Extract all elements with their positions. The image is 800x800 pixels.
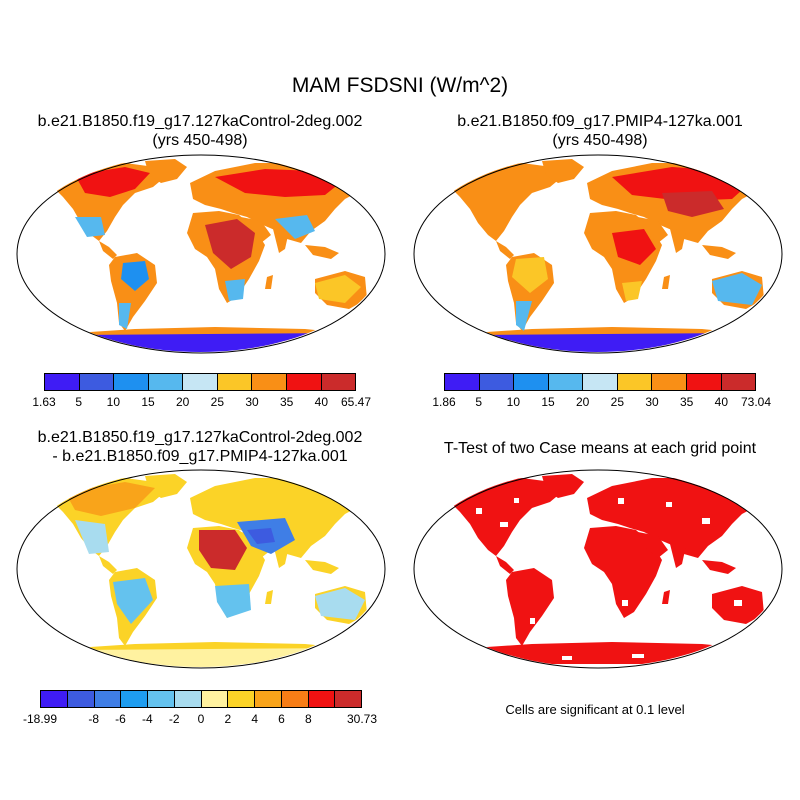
colorbar-tick-label: 5 — [475, 395, 482, 409]
colorbar-swatch — [479, 374, 515, 390]
colorbar-swatch — [583, 374, 618, 390]
colorbar-tick-label: 40 — [714, 395, 729, 409]
colorbar-tick-label: 1.86 — [432, 395, 456, 409]
colorbar-tick-label: 15 — [141, 395, 155, 409]
panel-title-line: b.e21.B1850.f19_g17.127kaControl-2deg.00… — [37, 113, 363, 130]
colorbar-labels-diff: -18.99 -8 -6 -4 -2 0 2 4 6 8 30.73 — [23, 712, 377, 728]
map-diff — [16, 469, 386, 669]
colorbar-tick-label: 4 — [251, 712, 258, 726]
colorbar-swatch — [121, 691, 148, 707]
colorbar-swatch — [94, 691, 122, 707]
colorbar-swatch — [335, 691, 361, 707]
figure-title: MAM FSDSNI (W/m^2) — [291, 74, 509, 97]
panel-title-diff: b.e21.B1850.f19_g17.127kaControl-2deg.00… — [0, 428, 400, 466]
map-case2 — [413, 154, 783, 354]
panel-title-line: T-Test of two Case means at each grid po… — [443, 440, 757, 457]
panel-title-line: - b.e21.B1850.f09_g17.PMIP4-127ka.001 — [52, 448, 348, 465]
colorbar-tick-label: 25 — [210, 395, 225, 409]
colorbar-tick-label: 30 — [245, 395, 259, 409]
colorbar-tick-label: 65.47 — [340, 395, 372, 409]
colorbar-tick-label: 35 — [279, 395, 294, 409]
colorbar-tick-label: 30.73 — [346, 712, 378, 726]
colorbar-swatch — [201, 691, 229, 707]
colorbar-swatch — [67, 691, 95, 707]
map-ttest — [413, 469, 783, 669]
colorbar-swatch — [148, 374, 184, 390]
colorbar-swatch — [45, 374, 80, 390]
colorbar-swatch — [217, 374, 253, 390]
colorbar-tick-label: -8 — [88, 712, 99, 726]
colorbar-swatch — [686, 374, 722, 390]
colorbar-tick-label: -4 — [141, 712, 153, 726]
colorbar-swatch — [721, 374, 756, 390]
colorbar-swatch — [41, 691, 68, 707]
colorbar-tick-label: 0 — [197, 712, 205, 726]
colorbar-case1 — [44, 373, 356, 391]
colorbar-swatch — [445, 374, 480, 390]
panel-title-line: (yrs 450-498) — [152, 132, 248, 149]
panel-title-line: b.e21.B1850.f09_g17.PMIP4-127ka.001 — [457, 113, 743, 130]
significance-note: Cells are significant at 0.1 level — [505, 702, 685, 717]
colorbar-labels-case1: 1.63 5 10 15 20 25 30 35 40 65.47 — [32, 395, 371, 411]
colorbar-swatch — [183, 374, 218, 390]
colorbar-tick-label: 15 — [541, 395, 555, 409]
colorbar-diff — [40, 690, 362, 708]
colorbar-swatch — [308, 691, 336, 707]
colorbar-tick-label: 6 — [278, 712, 285, 726]
colorbar-swatch — [255, 691, 282, 707]
colorbar-tick-label: 73.04 — [740, 395, 772, 409]
colorbar-swatch — [228, 691, 255, 707]
panel-title-ttest: T-Test of two Case means at each grid po… — [400, 439, 800, 458]
colorbar-tick-label: 30 — [645, 395, 659, 409]
colorbar-swatch — [321, 374, 356, 390]
colorbar-swatch — [617, 374, 653, 390]
colorbar-tick-label: 35 — [679, 395, 694, 409]
colorbar-swatch — [174, 691, 202, 707]
colorbar-tick-label: -6 — [115, 712, 126, 726]
panel-title-case1: b.e21.B1850.f19_g17.127kaControl-2deg.00… — [0, 112, 400, 150]
colorbar-tick-label: 2 — [224, 712, 232, 726]
colorbar-tick-label: 10 — [506, 395, 521, 409]
colorbar-tick-label: 10 — [106, 395, 121, 409]
colorbar-tick-label: -18.99 — [22, 712, 58, 726]
colorbar-case2 — [444, 373, 756, 391]
colorbar-tick-label: 20 — [175, 395, 190, 409]
colorbar-tick-label: 40 — [314, 395, 329, 409]
colorbar-swatch — [79, 374, 115, 390]
colorbar-tick-label: -2 — [168, 712, 180, 726]
colorbar-swatch — [281, 691, 309, 707]
panel-title-line: b.e21.B1850.f19_g17.127kaControl-2deg.00… — [37, 429, 363, 446]
panel-title-case2: b.e21.B1850.f09_g17.PMIP4-127ka.001 (yrs… — [400, 112, 800, 150]
colorbar-swatch — [114, 374, 149, 390]
colorbar-swatch — [252, 374, 287, 390]
colorbar-labels-case2: 1.86 5 10 15 20 25 30 35 40 73.04 — [432, 395, 771, 411]
colorbar-tick-label: 8 — [304, 712, 312, 726]
colorbar-swatch — [286, 374, 322, 390]
map-case1 — [16, 154, 386, 354]
panel-title-line: (yrs 450-498) — [552, 132, 648, 149]
colorbar-tick-label: 1.63 — [32, 395, 56, 409]
colorbar-tick-label: 5 — [75, 395, 82, 409]
colorbar-tick-label: 25 — [610, 395, 625, 409]
colorbar-swatch — [514, 374, 549, 390]
colorbar-swatch — [148, 691, 175, 707]
colorbar-tick-label: 20 — [575, 395, 590, 409]
colorbar-swatch — [652, 374, 687, 390]
colorbar-swatch — [548, 374, 584, 390]
